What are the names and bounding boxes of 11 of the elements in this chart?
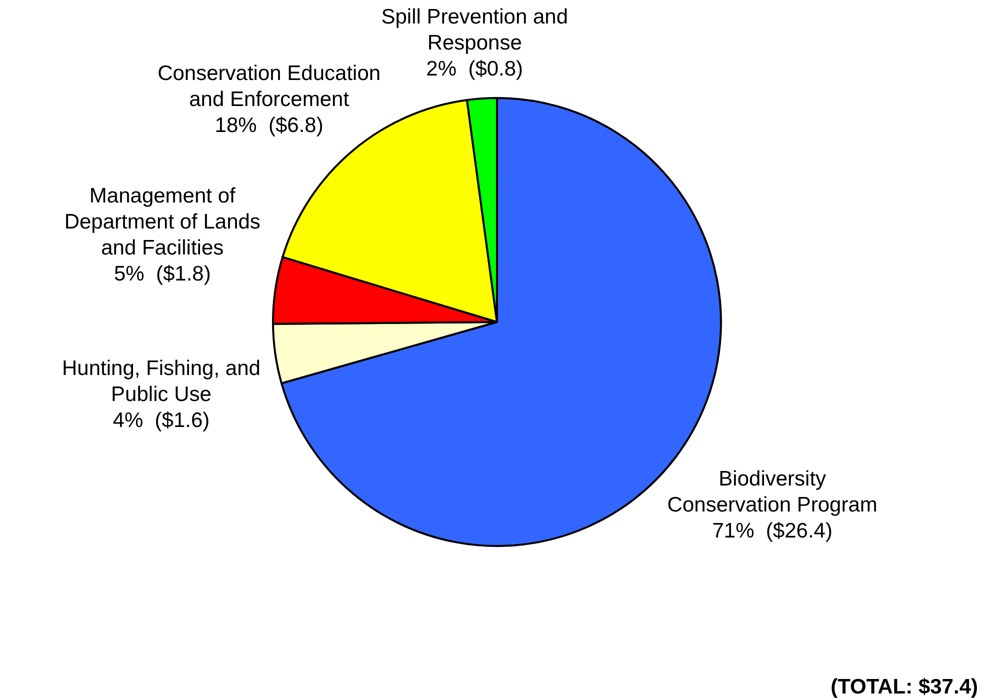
slice-label: Conservation Education and Enforcement xyxy=(158,62,381,112)
text: (TOTAL: $37.4) xyxy=(830,675,978,698)
data-label: 5% ($1.8) xyxy=(114,262,211,286)
slice-label: Hunting, Fishing, and Public Use xyxy=(62,356,260,406)
slice-label: Biodiversity Conservation Program xyxy=(667,467,878,516)
data-label: 18% ($6.8) xyxy=(214,114,324,138)
slice-label: Spill Prevention and Response xyxy=(381,5,568,54)
data-label: 71% ($26.4) xyxy=(712,519,832,542)
slice-label: Management of Department of Lands and Facilities xyxy=(64,184,260,260)
data-label: 2% ($0.8) xyxy=(426,57,524,80)
data-label: 4% ($1.6) xyxy=(112,408,210,432)
